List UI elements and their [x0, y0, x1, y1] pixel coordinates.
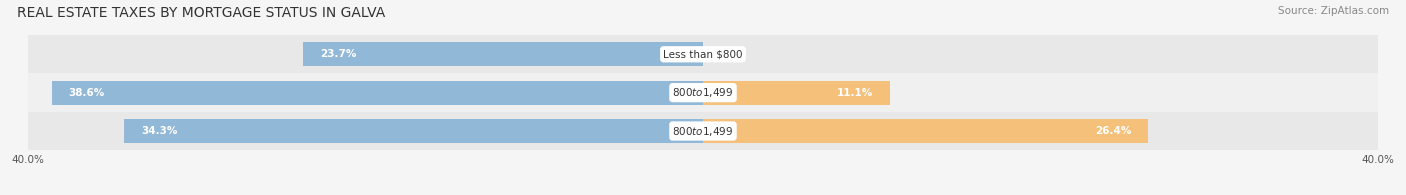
- Text: $800 to $1,499: $800 to $1,499: [672, 124, 734, 137]
- Bar: [703, 81, 890, 105]
- Text: 34.3%: 34.3%: [141, 126, 177, 136]
- Text: 23.7%: 23.7%: [321, 49, 356, 59]
- Text: Source: ZipAtlas.com: Source: ZipAtlas.com: [1278, 6, 1389, 16]
- Text: 38.6%: 38.6%: [69, 88, 105, 98]
- Bar: [52, 81, 703, 105]
- Text: REAL ESTATE TAXES BY MORTGAGE STATUS IN GALVA: REAL ESTATE TAXES BY MORTGAGE STATUS IN …: [17, 6, 385, 20]
- Text: $800 to $1,499: $800 to $1,499: [672, 86, 734, 99]
- Text: 26.4%: 26.4%: [1095, 126, 1132, 136]
- Text: 11.1%: 11.1%: [837, 88, 873, 98]
- Bar: [124, 119, 703, 143]
- Bar: [28, 112, 1378, 150]
- Text: 0.0%: 0.0%: [717, 49, 742, 59]
- Text: Less than $800: Less than $800: [664, 49, 742, 59]
- Bar: [304, 42, 703, 66]
- Bar: [703, 119, 1149, 143]
- Bar: [28, 35, 1378, 74]
- Bar: [28, 74, 1378, 112]
